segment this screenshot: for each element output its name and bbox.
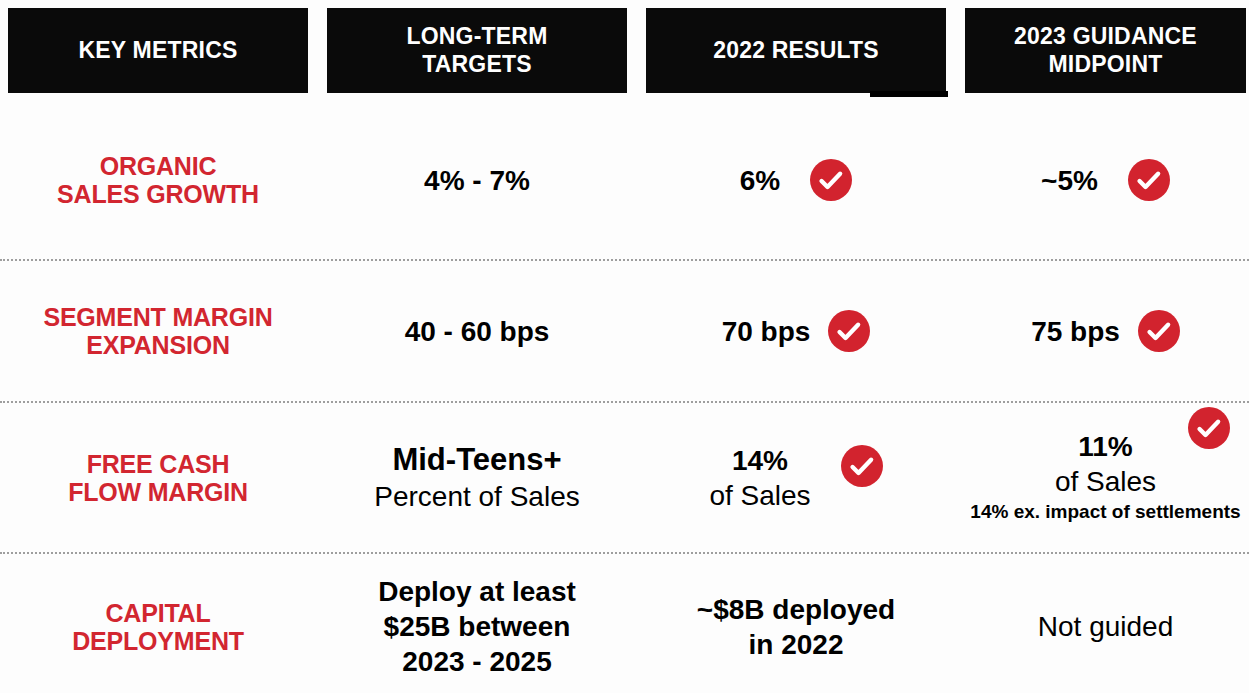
table-row-free-cash-flow-margin: FREE CASH FLOW MARGIN Mid-Teens+ Percent… <box>0 403 1249 554</box>
header-cell-2022-results: 2022 RESULTS <box>646 8 946 93</box>
check-circle-icon <box>810 159 852 201</box>
target-value-line: 2023 - 2025 <box>402 644 551 679</box>
result-subtext: of Sales <box>709 478 810 513</box>
result-value: 6% <box>740 163 780 198</box>
metric-label: ORGANIC SALES GROWTH <box>57 152 259 208</box>
header-cell-long-term-targets: LONG-TERM TARGETS <box>327 8 627 93</box>
header-label: KEY METRICS <box>79 37 238 65</box>
target-subtext: Percent of Sales <box>374 479 579 514</box>
target-value: Mid-Teens+ <box>392 441 561 480</box>
table-row-segment-margin-expansion: SEGMENT MARGIN EXPANSION 40 - 60 bps 70 … <box>0 261 1249 403</box>
target-value: 40 - 60 bps <box>405 314 550 349</box>
table-row-organic-sales-growth: ORGANIC SALES GROWTH 4% - 7% 6% ~5% <box>0 101 1249 261</box>
metric-label-line: FLOW MARGIN <box>68 478 248 506</box>
metric-label-line: CAPITAL <box>105 599 210 627</box>
check-circle-icon <box>1138 310 1180 352</box>
guidance-footnote: 14% ex. impact of settlements <box>970 499 1240 526</box>
check-circle-icon <box>828 310 870 352</box>
result-value: 70 bps <box>722 314 811 349</box>
metric-label-line: FREE CASH <box>87 450 230 478</box>
metric-label-line: SALES GROWTH <box>57 180 259 208</box>
header-label: TARGETS <box>422 51 532 79</box>
check-circle-icon <box>1188 407 1230 449</box>
guidance-value: 11% <box>1078 429 1133 464</box>
target-value: 4% - 7% <box>424 163 530 198</box>
metric-label-line: SEGMENT MARGIN <box>43 303 272 331</box>
check-circle-icon <box>1128 159 1170 201</box>
guidance-value: 75 bps <box>1031 314 1120 349</box>
header-label: 2022 RESULTS <box>713 37 879 65</box>
metric-label-line: EXPANSION <box>86 331 230 359</box>
result-value: 14% <box>732 443 788 478</box>
guidance-subtext: of Sales <box>1055 464 1156 499</box>
header-label: LONG-TERM <box>406 23 547 51</box>
header-label: MIDPOINT <box>1048 51 1162 79</box>
metric-label-line: ORGANIC <box>100 152 217 180</box>
guidance-value: Not guided <box>1038 609 1173 644</box>
guidance-value: ~5% <box>1041 163 1098 198</box>
metric-label: SEGMENT MARGIN EXPANSION <box>43 303 272 359</box>
check-circle-icon <box>841 445 883 487</box>
key-metrics-slide: KEY METRICS LONG-TERM TARGETS 2022 RESUL… <box>0 0 1249 693</box>
target-value-line: Deploy at least <box>378 574 576 609</box>
table-header-row: KEY METRICS LONG-TERM TARGETS 2022 RESUL… <box>0 0 1249 101</box>
table-row-capital-deployment: CAPITAL DEPLOYMENT Deploy at least $25B … <box>0 554 1249 693</box>
metric-label-line: DEPLOYMENT <box>72 627 244 655</box>
result-value-line: ~$8B deployed <box>697 592 895 627</box>
header-label: 2023 GUIDANCE <box>1014 23 1197 51</box>
target-value-line: $25B between <box>384 609 571 644</box>
metric-label: FREE CASH FLOW MARGIN <box>68 450 248 506</box>
result-value-line: in 2022 <box>749 627 844 662</box>
header-cell-key-metrics: KEY METRICS <box>8 8 308 93</box>
metric-label: CAPITAL DEPLOYMENT <box>72 599 244 655</box>
header-cell-2023-guidance-midpoint: 2023 GUIDANCE MIDPOINT <box>965 8 1246 93</box>
